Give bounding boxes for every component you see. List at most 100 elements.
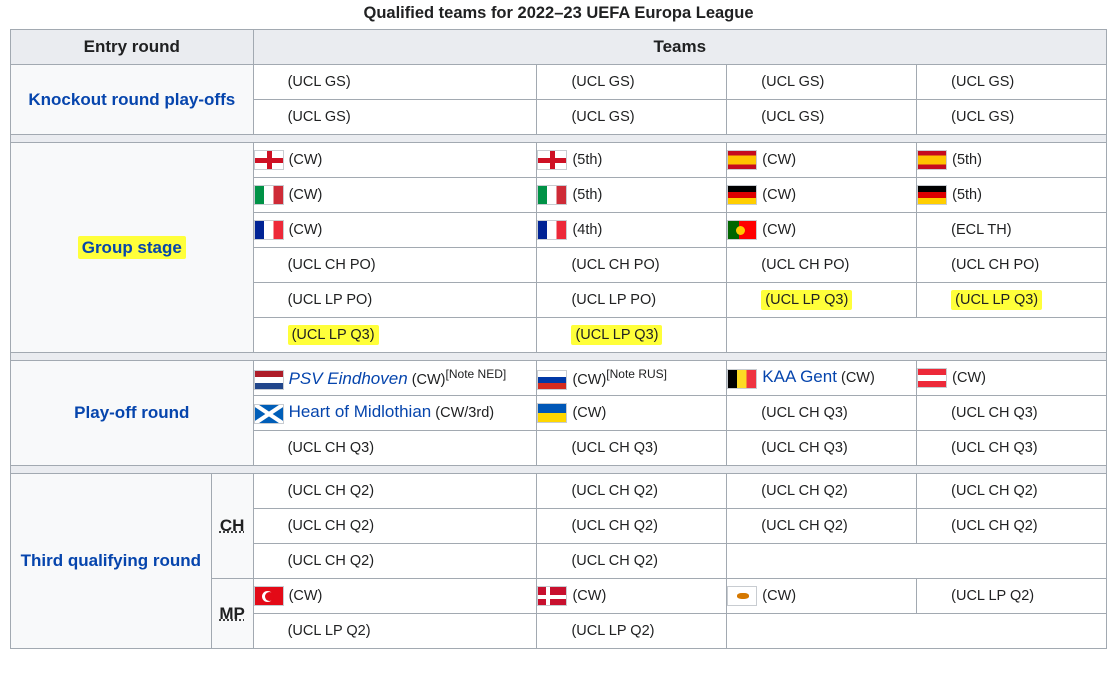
team-cell: (5th) xyxy=(536,177,728,213)
qual-label: (UCL GS) xyxy=(287,109,351,125)
qual-label: (UCL GS) xyxy=(761,74,825,90)
team-cell: (UCL LP Q2) xyxy=(536,613,728,649)
note-ned-link[interactable]: [Note NED] xyxy=(445,366,507,381)
england-flag-icon xyxy=(253,150,284,170)
team-cell: (CW) xyxy=(252,177,538,213)
team-cell: (UCL LP PO) xyxy=(252,282,538,318)
team-cell: (5th) xyxy=(916,142,1107,178)
qual-label: (UCL GS) xyxy=(287,74,351,90)
germany-flag-icon xyxy=(917,185,948,205)
kaa-gent-link[interactable]: KAA Gent xyxy=(762,367,837,387)
team-cell: (UCL CH PO) xyxy=(536,247,728,283)
round-third-qualifying-link[interactable]: Third qualifying round xyxy=(10,473,212,649)
team-cell: (UCL CH Q2) xyxy=(726,508,918,544)
team-cell: (UCL GS) xyxy=(726,99,918,135)
team-cell: (UCL CH Q2) xyxy=(536,473,728,509)
empty-cell xyxy=(726,613,1107,649)
team-cell: (UCL LP Q3) xyxy=(726,282,918,318)
team-cell: (CW) xyxy=(252,212,538,248)
section-separator xyxy=(10,134,1107,143)
team-cell: (4th) xyxy=(536,212,728,248)
team-cell: (CW) xyxy=(536,578,728,614)
team-cell: (UCL CH Q3) xyxy=(252,430,538,466)
hearts-link[interactable]: Heart of Midlothian xyxy=(288,402,432,422)
team-cell: (UCL LP Q3) xyxy=(252,317,538,353)
team-cell: (CW) xyxy=(726,212,918,248)
team-cell: (UCL CH Q2) xyxy=(252,473,538,509)
team-cell: (UCL LP Q2) xyxy=(916,578,1107,614)
team-cell: (CW) xyxy=(726,177,918,213)
team-cell: (UCL LP Q3) xyxy=(536,317,728,353)
team-cell: (UCL CH Q3) xyxy=(916,395,1107,431)
team-cell: (UCL CH Q2) xyxy=(916,508,1107,544)
germany-flag-icon xyxy=(727,185,758,205)
team-cell: Heart of Midlothian (CW/3rd) xyxy=(252,395,538,431)
team-cell: (CW) xyxy=(536,395,728,431)
austria-flag-icon xyxy=(917,368,948,388)
qual-label: (UCL GS) xyxy=(951,74,1015,90)
team-cell: (CW) xyxy=(726,578,918,614)
team-cell: (5th) xyxy=(536,142,728,178)
italy-flag-icon xyxy=(537,185,568,205)
portugal-flag-icon xyxy=(727,220,758,240)
team-cell: (UCL CH Q2) xyxy=(536,543,728,579)
team-cell: (UCL GS) xyxy=(536,99,728,135)
team-cell: (UCL CH Q2) xyxy=(726,473,918,509)
scotland-flag-icon xyxy=(253,403,284,424)
team-cell: (UCL CH Q3) xyxy=(726,430,918,466)
qualified-teams-table: Entry round Teams Knockout round play-of… xyxy=(10,29,1107,649)
highlighted-label: (UCL LP Q3) xyxy=(571,325,663,345)
header-entry-round: Entry round xyxy=(10,29,254,65)
path-mp-label: MP xyxy=(210,578,254,649)
russia-flag-icon xyxy=(537,369,568,390)
team-cell: (UCL CH PO) xyxy=(252,247,538,283)
team-cell: (CW) xyxy=(726,142,918,178)
france-flag-icon xyxy=(253,220,284,240)
team-cell: (UCL LP Q3) xyxy=(916,282,1107,318)
team-cell: (UCL CH Q3) xyxy=(726,395,918,431)
team-cell: (5th) xyxy=(916,177,1107,213)
team-cell: (UCL CH Q2) xyxy=(536,508,728,544)
spain-flag-icon xyxy=(917,150,948,170)
team-cell: (UCL CH PO) xyxy=(916,247,1107,283)
table-caption: Qualified teams for 2022–23 UEFA Europa … xyxy=(363,4,754,22)
empty-cell xyxy=(726,317,1107,353)
header-teams: Teams xyxy=(252,29,1107,65)
team-cell: (UCL GS) xyxy=(252,99,538,135)
highlighted-label: (UCL LP Q3) xyxy=(761,290,853,310)
section-separator xyxy=(10,465,1107,474)
spain-flag-icon xyxy=(727,150,758,170)
round-group-stage-link[interactable]: Group stage xyxy=(10,142,254,353)
belgium-flag-icon xyxy=(727,368,758,389)
qual-label: (UCL GS) xyxy=(951,109,1015,125)
team-cell: (UCL GS) xyxy=(252,64,538,100)
team-cell: (UCL CH Q3) xyxy=(916,430,1107,466)
italy-flag-icon xyxy=(253,185,284,205)
team-cell: (CW)[Note RUS] xyxy=(536,360,728,396)
round-knockout-link[interactable]: Knockout round play-offs xyxy=(10,64,254,135)
qual-label: (UCL GS) xyxy=(571,109,635,125)
turkey-flag-icon xyxy=(253,586,284,606)
france-flag-icon xyxy=(537,220,568,240)
team-cell: PSV Eindhoven (CW)[Note NED] xyxy=(252,360,538,396)
team-cell: (UCL LP Q2) xyxy=(252,613,538,649)
team-cell: (UCL LP PO) xyxy=(536,282,728,318)
netherlands-flag-icon xyxy=(253,369,284,390)
highlighted-label: (UCL LP Q3) xyxy=(287,325,379,345)
note-rus-link[interactable]: [Note RUS] xyxy=(606,366,667,381)
team-cell: (UCL CH Q2) xyxy=(252,543,538,579)
section-separator xyxy=(10,352,1107,361)
round-playoff-link[interactable]: Play-off round xyxy=(10,360,254,466)
psv-eindhoven-link[interactable]: PSV Eindhoven xyxy=(288,368,408,388)
team-cell: (UCL CH Q2) xyxy=(252,508,538,544)
team-cell: (UCL CH Q3) xyxy=(536,430,728,466)
team-cell: (CW) xyxy=(252,142,538,178)
team-cell: (UCL CH Q2) xyxy=(916,473,1107,509)
path-ch-label: CH xyxy=(210,473,254,579)
denmark-flag-icon xyxy=(537,586,568,606)
highlighted-label: (UCL LP Q3) xyxy=(951,290,1043,310)
team-cell: (UCL GS) xyxy=(916,99,1107,135)
qual-label: (UCL GS) xyxy=(761,109,825,125)
qual-label: (UCL GS) xyxy=(571,74,635,90)
team-cell: (CW) xyxy=(252,578,538,614)
